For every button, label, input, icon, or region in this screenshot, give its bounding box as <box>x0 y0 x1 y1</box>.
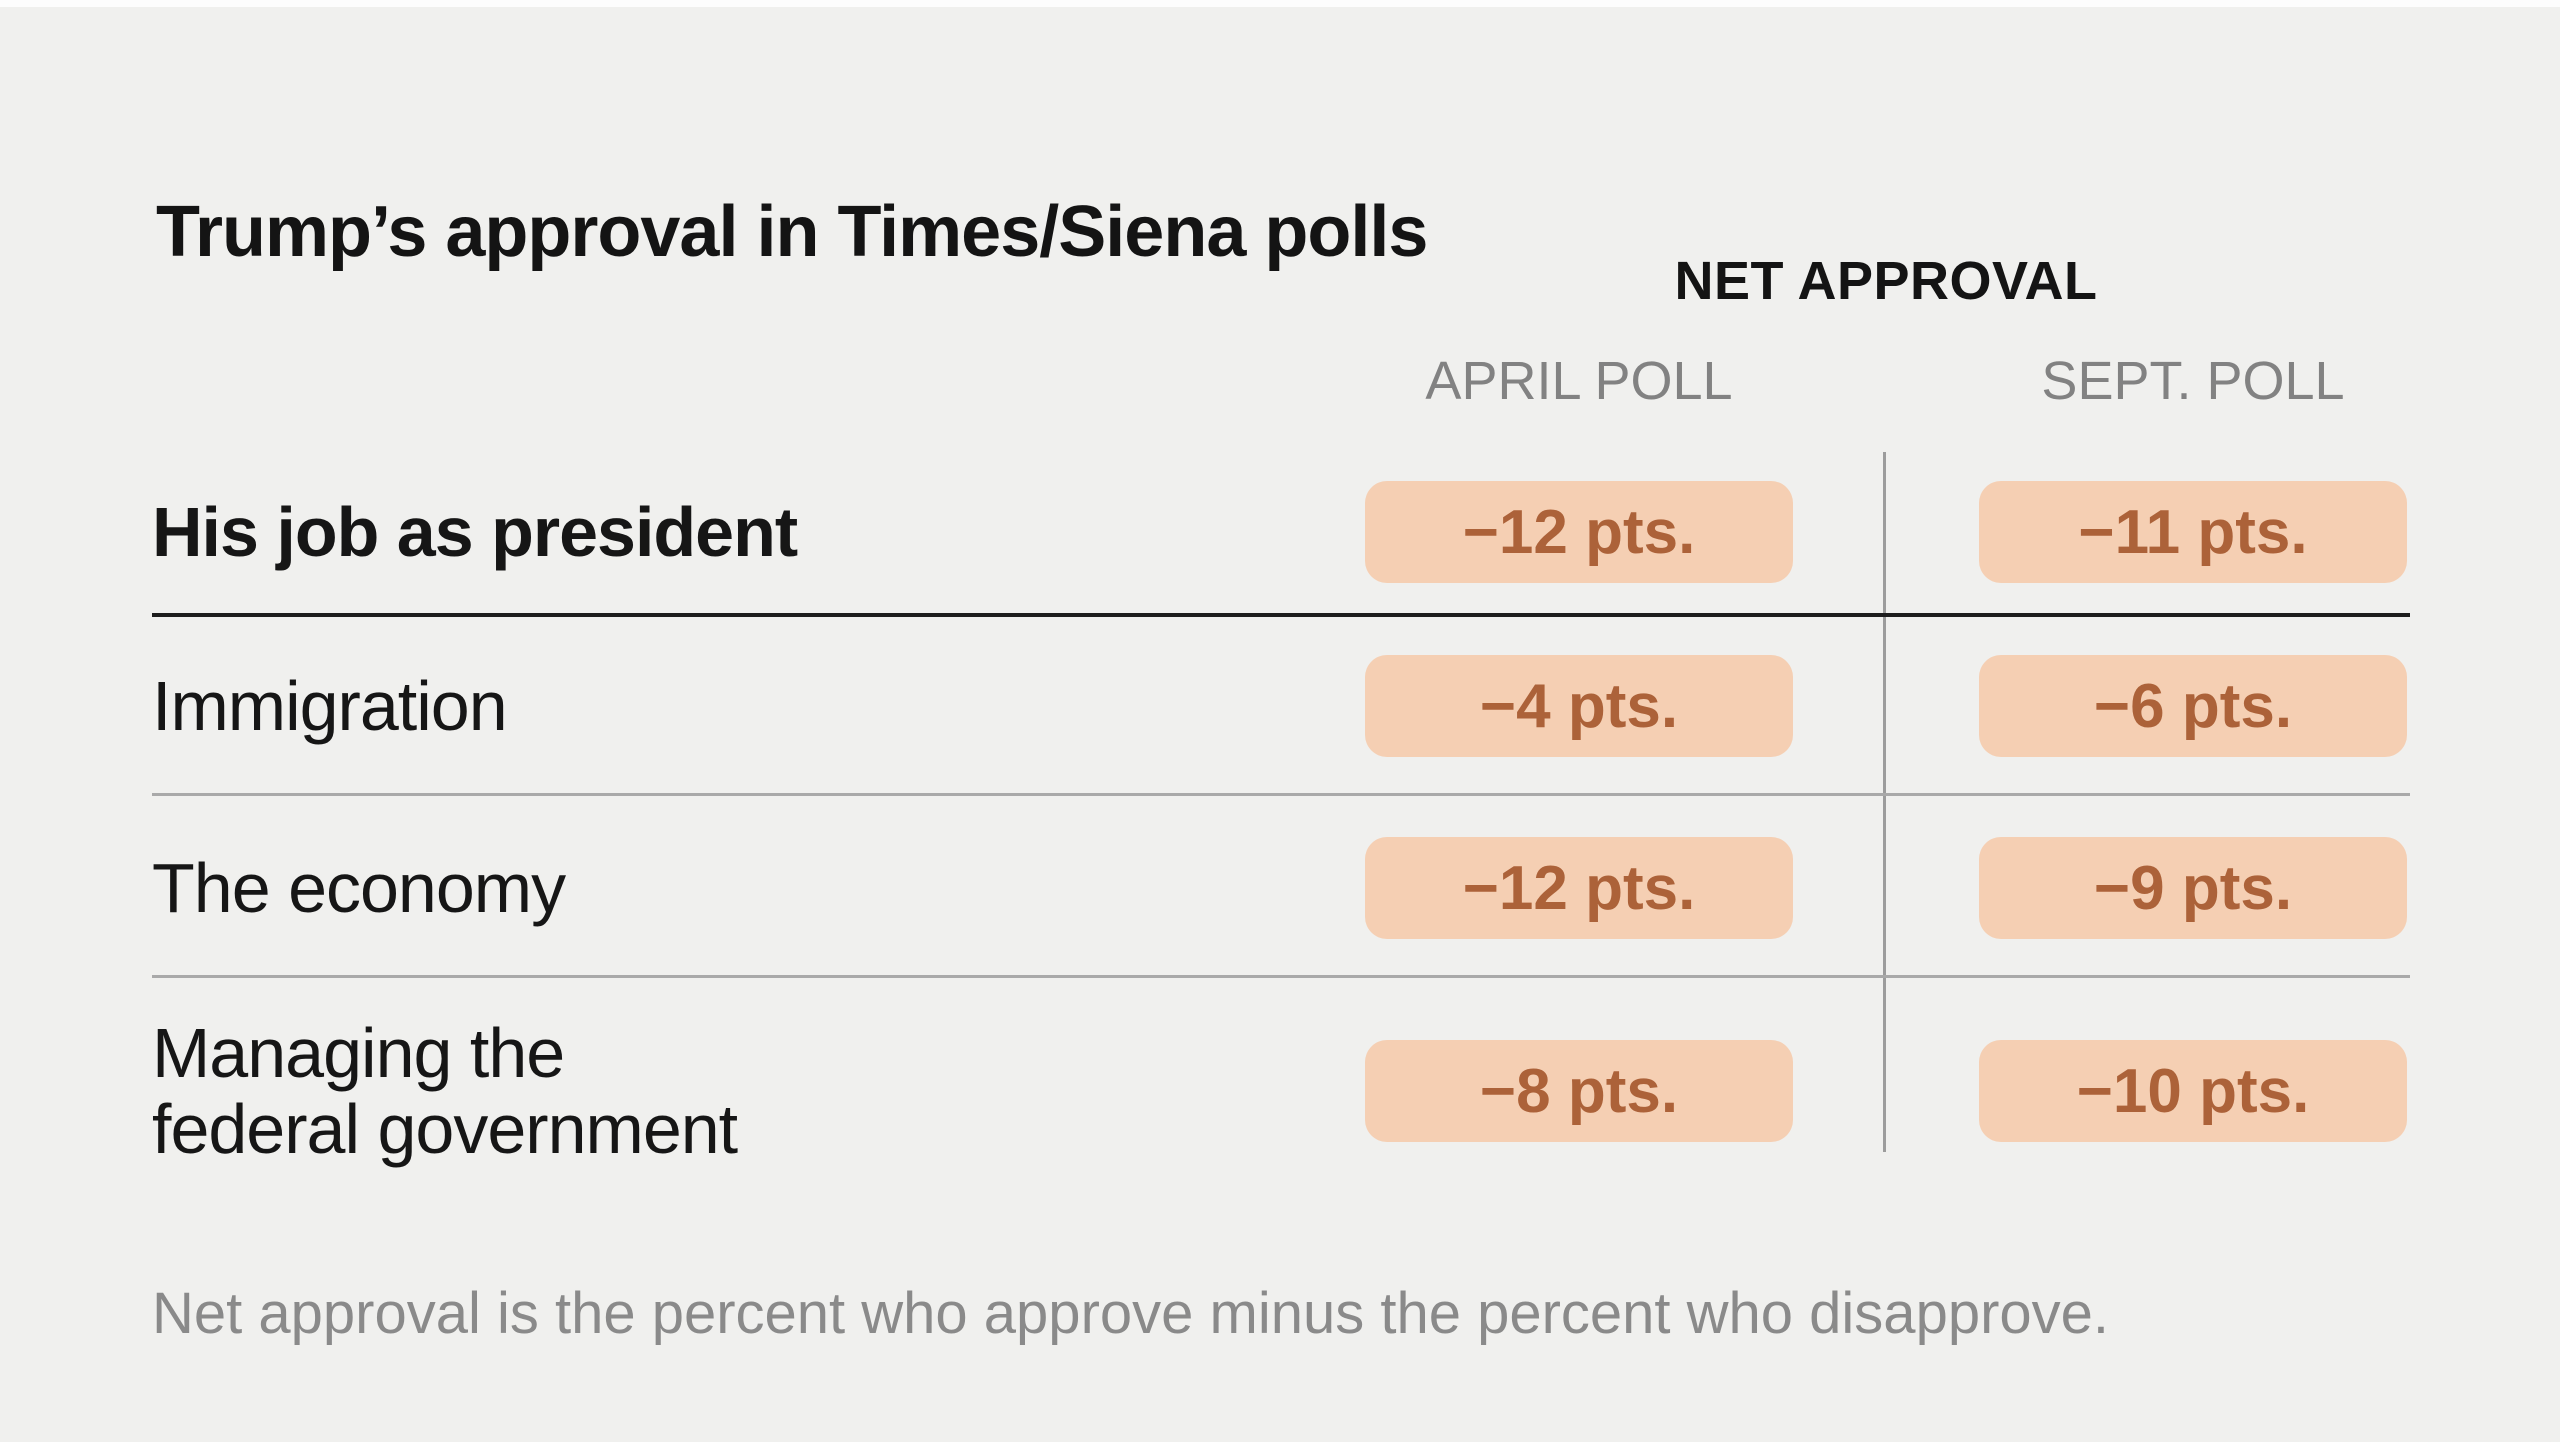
column-header-sept: SEPT. POLL <box>2041 351 2345 411</box>
table-row-immigration: Immigration −4 pts. −6 pts. <box>0 655 2560 757</box>
net-approval-value-april: −12 pts. <box>1365 481 1793 583</box>
table-row-economy: The economy −12 pts. −9 pts. <box>0 837 2560 939</box>
row-label: The economy <box>152 849 566 927</box>
net-approval-value-sept: −6 pts. <box>1979 655 2407 757</box>
row-label: Immigration <box>152 667 508 745</box>
table-row-job-as-president: His job as president −12 pts. −11 pts. <box>0 481 2560 583</box>
chart-title: Trump’s approval in Times/Siena polls <box>156 192 1428 273</box>
row-label: His job as president <box>152 493 798 571</box>
net-approval-value-april: −8 pts. <box>1365 1040 1793 1142</box>
separator-line-strong <box>152 613 2410 617</box>
column-divider-line <box>1883 452 1886 1152</box>
top-white-strip <box>0 0 2560 7</box>
row-label: Managing the federal government <box>152 1014 738 1168</box>
footnote: Net approval is the percent who approve … <box>152 1281 2110 1346</box>
separator-line <box>152 793 2410 796</box>
net-approval-value-april: −4 pts. <box>1365 655 1793 757</box>
net-approval-header: NET APPROVAL <box>1674 251 2098 311</box>
net-approval-value-sept: −9 pts. <box>1979 837 2407 939</box>
table-row-federal-government: Managing the federal government −8 pts. … <box>0 1014 2560 1168</box>
net-approval-value-april: −12 pts. <box>1365 837 1793 939</box>
net-approval-value-sept: −11 pts. <box>1979 481 2407 583</box>
net-approval-value-sept: −10 pts. <box>1979 1040 2407 1142</box>
column-header-april: APRIL POLL <box>1425 351 1733 411</box>
separator-line <box>152 975 2410 978</box>
